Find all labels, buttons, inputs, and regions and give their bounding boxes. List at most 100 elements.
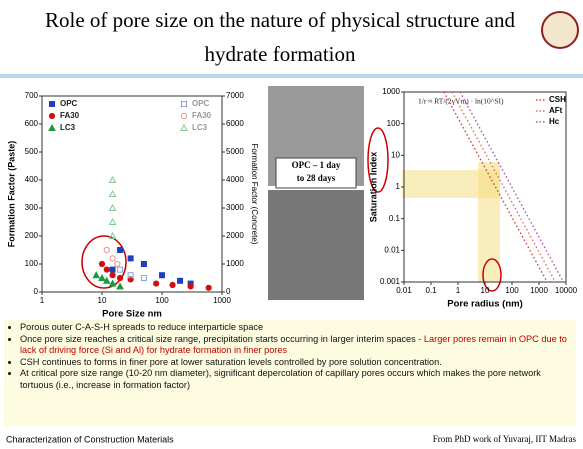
y-axis-label: Formation Factor (Paste): [6, 141, 16, 248]
point: [110, 267, 115, 272]
legend-label: OPC: [192, 99, 210, 108]
point: [117, 283, 123, 289]
legend-swatch: [49, 113, 54, 118]
photo-caption: OPC – 1 day: [292, 160, 341, 170]
point: [188, 284, 193, 289]
point: [104, 267, 109, 272]
slide: Role of pore size on the nature of physi…: [0, 0, 583, 449]
y-tick-label: 700: [25, 91, 39, 100]
y2-axis-label: Formation Factor (Concrete): [250, 144, 259, 245]
bullet: At critical pore size range (10-20 nm di…: [20, 368, 576, 391]
x-tick-label: 1000: [213, 296, 231, 305]
y2-tick-label: 4000: [226, 175, 244, 184]
title: Role of pore size on the nature of physi…: [45, 8, 516, 32]
footer-right: From PhD work of Yuvaraj, IIT Madras: [433, 434, 577, 444]
y-tick-label: 1000: [382, 87, 400, 96]
bullet-list: Porous outer C-A-S-H spreads to reduce i…: [4, 322, 576, 391]
bullet: Once pore size reaches a critical size r…: [20, 334, 576, 357]
legend-label: CSH: [549, 95, 566, 104]
point: [178, 278, 183, 283]
point: [104, 247, 109, 252]
x-axis-label: Pore Size nm: [102, 309, 162, 320]
y2-tick-label: 5000: [226, 147, 244, 156]
point: [170, 282, 175, 287]
point: [117, 275, 122, 280]
x-tick-label: 0.1: [425, 286, 437, 295]
point: [110, 191, 116, 197]
point: [99, 261, 104, 266]
legend-swatch: [181, 113, 186, 118]
bullet-box: Porous outer C-A-S-H spreads to reduce i…: [4, 320, 576, 426]
header-rule: [0, 74, 583, 78]
y-tick-label: 100: [25, 259, 39, 268]
point: [141, 276, 146, 281]
y-tick-label: 600: [25, 119, 39, 128]
photo: [268, 190, 364, 300]
y2-tick-label: 0: [226, 287, 231, 296]
point: [110, 205, 116, 211]
y-tick-label: 0.01: [384, 245, 400, 254]
x-tick-label: 10: [98, 296, 107, 305]
legend-label: AFt: [549, 106, 563, 115]
legend-label: LC3: [192, 123, 208, 132]
y-tick-label: 300: [25, 203, 39, 212]
bullet-text: Once pore size reaches a critical size r…: [20, 334, 424, 344]
x-tick-label: 1: [456, 286, 461, 295]
legend-swatch: [49, 125, 55, 131]
x-tick-label: 1: [40, 296, 45, 305]
legend-label: FA30: [192, 111, 212, 120]
x-tick-label: 10: [481, 286, 490, 295]
x-axis-label: Pore radius (nm): [447, 299, 523, 310]
formula: 1/r ≈ RT/(2γVm) · ln(10^SI): [418, 97, 504, 106]
point: [110, 177, 116, 183]
legend-label: FA30: [60, 111, 80, 120]
point: [110, 256, 115, 261]
y2-tick-label: 6000: [226, 119, 244, 128]
legend-label: Hc: [549, 117, 560, 126]
y-tick-label: 0.1: [389, 214, 401, 223]
x-tick-label: 1000: [530, 286, 548, 295]
point: [115, 261, 120, 266]
legend-label: OPC: [60, 99, 78, 108]
y2-tick-label: 3000: [226, 203, 244, 212]
y-tick-label: 10: [391, 150, 400, 159]
y-tick-label: 200: [25, 231, 39, 240]
x-tick-label: 0.01: [396, 286, 412, 295]
point: [118, 248, 123, 253]
logo: [542, 12, 578, 48]
point: [128, 256, 133, 261]
point: [160, 273, 165, 278]
x-tick-label: 100: [505, 286, 519, 295]
footer-left: Characterization of Construction Materia…: [6, 434, 174, 444]
y-tick-label: 500: [25, 147, 39, 156]
y-tick-label: 0: [34, 287, 39, 296]
point: [206, 285, 211, 290]
y-tick-label: 1: [396, 182, 401, 191]
point: [110, 273, 115, 278]
highlight-band: [402, 170, 500, 198]
point: [93, 272, 99, 278]
point: [154, 281, 159, 286]
legend-swatch: [182, 102, 187, 107]
point: [141, 262, 146, 267]
y-tick-label: 100: [387, 119, 401, 128]
bullet: Porous outer C-A-S-H spreads to reduce i…: [20, 322, 576, 334]
y2-tick-label: 2000: [226, 231, 244, 240]
y-tick-label: 0.001: [380, 277, 401, 286]
y2-tick-label: 1000: [226, 259, 244, 268]
point: [110, 281, 116, 287]
x-tick-label: 100: [155, 296, 169, 305]
point: [110, 219, 116, 225]
legend-label: LC3: [60, 123, 76, 132]
bullet: CSH continues to forms in finer pore at …: [20, 357, 576, 369]
title: hydrate formation: [204, 42, 356, 66]
photo-caption: to 28 days: [297, 173, 336, 183]
point: [99, 275, 105, 281]
legend-swatch: [181, 125, 187, 131]
y-axis-label: Saturation Index: [368, 152, 378, 223]
point: [118, 267, 123, 272]
y2-tick-label: 7000: [226, 91, 244, 100]
x-tick-label: 10000: [555, 286, 578, 295]
y-tick-label: 400: [25, 175, 39, 184]
legend-swatch: [50, 102, 55, 107]
